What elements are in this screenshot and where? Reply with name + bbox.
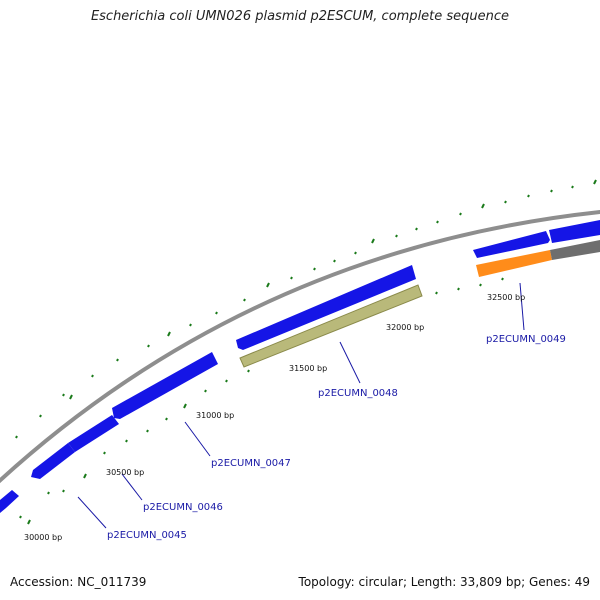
tick-label-32500: 32500 bp [487, 293, 525, 302]
summary-text: Topology: circular; Length: 33,809 bp; G… [298, 575, 590, 589]
tick-label-30500: 30500 bp [106, 468, 144, 477]
accession-text: Accession: NC_011739 [10, 575, 147, 589]
gene-labels: p2ECUMN_0045 p2ECUMN_0046 p2ECUMN_0047 p… [107, 334, 566, 541]
cds-features [0, 220, 600, 513]
gene-arrow-0050-cds[interactable] [549, 220, 600, 243]
gene-feature-0050[interactable] [550, 240, 600, 260]
gene-label-0047[interactable]: p2ECUMN_0047 [211, 458, 291, 469]
gene-arrow-0046b[interactable] [68, 415, 119, 452]
tick-label-32000: 32000 bp [386, 323, 424, 332]
inner-ticks [19, 277, 504, 525]
gene-arrow-0045[interactable] [0, 490, 19, 513]
tick-label-31500: 31500 bp [289, 364, 327, 373]
gene-feature-0049[interactable] [476, 250, 552, 277]
gene-feature-0048[interactable] [239, 284, 423, 368]
gene-arrow-0047[interactable] [112, 352, 218, 419]
gene-arrow-0046[interactable] [31, 443, 75, 479]
outer-ticks [15, 179, 597, 439]
backbone-arc [0, 210, 600, 484]
gene-label-0049[interactable]: p2ECUMN_0049 [486, 334, 566, 345]
tick-labels: 30000 bp 30500 bp 31000 bp 31500 bp 3200… [24, 293, 525, 542]
gene-label-0045[interactable]: p2ECUMN_0045 [107, 530, 187, 541]
gene-label-0046[interactable]: p2ECUMN_0046 [143, 502, 223, 513]
gene-label-0048[interactable]: p2ECUMN_0048 [318, 388, 398, 399]
leader-lines [77, 282, 525, 529]
gene-arrow-0048-cds[interactable] [236, 265, 416, 350]
tick-label-30000: 30000 bp [24, 533, 62, 542]
gene-arrow-0049-cds[interactable] [473, 231, 550, 258]
map-title: Escherichia coli UMN026 plasmid p2ESCUM,… [90, 9, 510, 24]
tick-label-31000: 31000 bp [196, 411, 234, 420]
